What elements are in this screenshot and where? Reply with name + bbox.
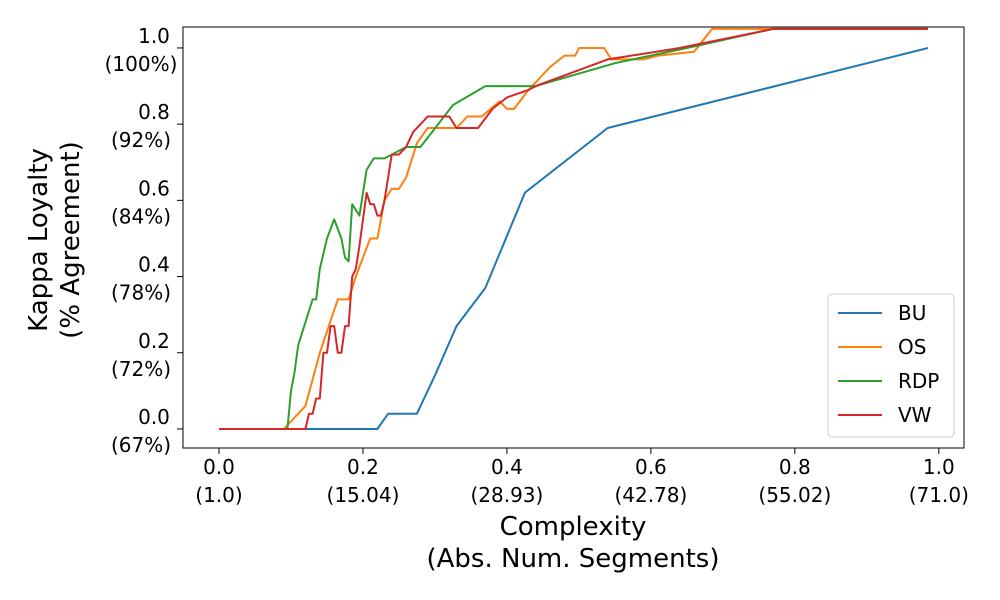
y-axis: 0.0 (67%) 0.2 (72%) 0.4 (78%) 0.6 (84%) 0.8 (92%)… — [105, 24, 183, 457]
x-tick-sublabel: (1.0) — [195, 483, 242, 507]
y-tick-label: 0.0 — [138, 405, 170, 429]
legend-label-bu: BU — [898, 301, 926, 325]
y-tick-sublabel: (100%) — [105, 52, 178, 76]
x-tick-sublabel: (71.0) — [909, 483, 969, 507]
series-line-vw — [219, 27, 928, 430]
x-tick-sublabel: (15.04) — [327, 483, 400, 507]
x-tick-label: 0.4 — [491, 455, 523, 479]
plot-frame — [182, 26, 965, 449]
y-tick-sublabel: (84%) — [111, 204, 171, 228]
series-line-os — [219, 27, 928, 430]
y-tick-sublabel: (72%) — [111, 357, 171, 381]
y-tick-label: 1.0 — [138, 24, 170, 48]
x-tick-label: 0.6 — [635, 455, 667, 479]
x-axis-title-line: (Abs. Num. Segments) — [427, 544, 720, 574]
legend-label-rdp: RDP — [898, 369, 939, 393]
y-axis-title: Kappa Loyalty (% Agreement) — [24, 141, 86, 339]
y-tick-label: 0.8 — [138, 100, 170, 124]
y-tick-sublabel: (92%) — [111, 128, 171, 152]
series-line-rdp — [219, 27, 928, 430]
y-tick-label: 0.6 — [138, 176, 170, 200]
x-tick-label: 0.8 — [779, 455, 811, 479]
x-tick-label: 1.0 — [923, 455, 955, 479]
x-tick-sublabel: (28.93) — [470, 483, 543, 507]
y-tick-sublabel: (78%) — [111, 281, 171, 305]
legend: BU OS RDP VW — [827, 293, 955, 438]
x-axis-title: Complexity(Abs. Num. Segments) — [427, 512, 720, 574]
x-tick-sublabel: (42.78) — [614, 483, 687, 507]
legend-box — [827, 293, 955, 438]
y-axis-title-line: (% Agreement) — [56, 141, 86, 339]
x-tick-label: 0.0 — [203, 455, 235, 479]
y-tick-label: 0.4 — [138, 253, 170, 277]
x-tick-sublabel: (55.02) — [758, 483, 831, 507]
x-tick-label: 0.2 — [347, 455, 379, 479]
y-tick-label: 0.2 — [138, 329, 170, 353]
x-axis-title-line: Complexity — [500, 512, 647, 542]
series-line-bu — [219, 47, 929, 430]
y-axis-title-line: Kappa Loyalty — [24, 148, 54, 332]
y-tick-sublabel: (67%) — [111, 433, 171, 457]
legend-label-os: OS — [898, 335, 926, 359]
series-layer — [219, 27, 929, 430]
x-axis: 0.0 (1.0) 0.2 (15.04) 0.4 (28.93) 0.6 (42.78) 0.… — [195, 448, 969, 507]
legend-label-vw: VW — [898, 403, 932, 427]
